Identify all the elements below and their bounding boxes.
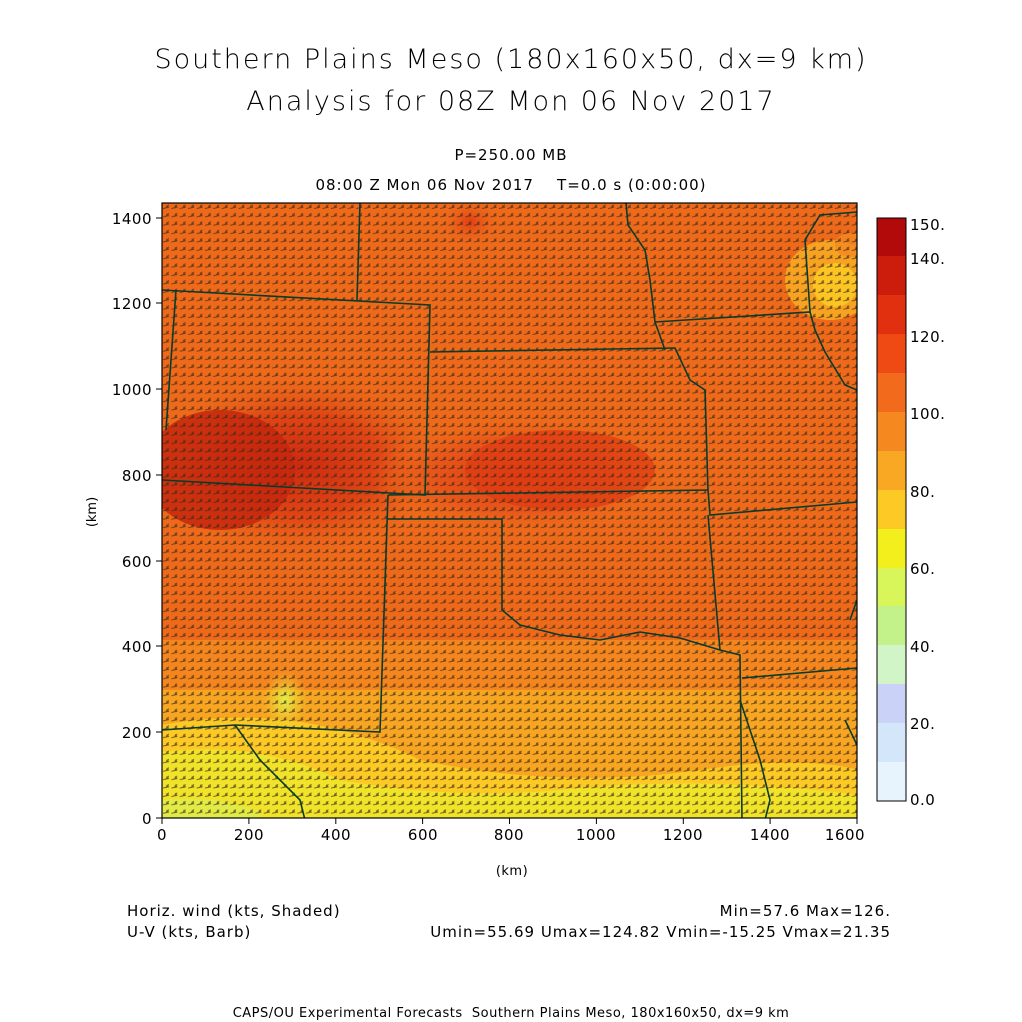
colorbar-label: 150. <box>910 216 945 234</box>
pressure-level: P=250.00 MB <box>454 146 568 164</box>
y-tick-label: 800 <box>122 467 152 485</box>
x-tick-label: 1000 <box>576 826 616 844</box>
y-tick-label: 400 <box>122 638 152 656</box>
x-tick-label: 0 <box>157 826 167 844</box>
barb-field-label: U-V (kts, Barb) <box>127 923 252 941</box>
y-axis-label: (km) <box>85 497 100 527</box>
colorbar-label: 20. <box>910 715 935 733</box>
x-tick-label: 400 <box>321 826 351 844</box>
y-tick-label: 1200 <box>112 295 152 313</box>
chart-subtitle: Analysis for 08Z Mon 06 Nov 2017 <box>246 86 776 117</box>
y-tick-label: 0 <box>142 810 152 828</box>
y-tick-label: 200 <box>122 724 152 742</box>
x-tick-label: 1600 <box>825 826 865 844</box>
valid-time: 08:00 Z Mon 06 Nov 2017 T=0.0 s (0:00:00… <box>315 176 707 194</box>
colorbar-label: 80. <box>910 483 935 501</box>
state-boundaries <box>162 203 857 818</box>
chart-title: Southern Plains Meso (180x160x50, dx=9 k… <box>154 44 868 75</box>
min-max-readout: Min=57.6 Max=126. <box>719 902 891 920</box>
colorbar-label: 140. <box>910 250 945 268</box>
x-tick-label: 600 <box>408 826 438 844</box>
y-tick-label: 1000 <box>112 381 152 399</box>
x-axis-label: (km) <box>496 864 528 879</box>
axis-ticks <box>156 217 858 824</box>
colorbar-label: 0.0 <box>910 791 935 809</box>
colorbar-label: 100. <box>910 405 945 423</box>
x-tick-label: 800 <box>494 826 524 844</box>
x-tick-label: 1400 <box>750 826 790 844</box>
y-tick-label: 1400 <box>112 210 152 228</box>
colorbar-label: 40. <box>910 638 935 656</box>
x-tick-label: 1200 <box>663 826 703 844</box>
x-tick-label: 200 <box>234 826 264 844</box>
y-tick-label: 600 <box>122 553 152 571</box>
wind-speed-shading <box>162 203 857 818</box>
shaded-field-label: Horiz. wind (kts, Shaded) <box>127 902 341 920</box>
colorbar-label: 120. <box>910 328 945 346</box>
uv-range-readout: Umin=55.69 Umax=124.82 Vmin=-15.25 Vmax=… <box>430 923 891 941</box>
colorbar <box>876 217 907 802</box>
credit-line: CAPS/OU Experimental Forecasts Southern … <box>232 1006 790 1021</box>
colorbar-label: 60. <box>910 560 935 578</box>
